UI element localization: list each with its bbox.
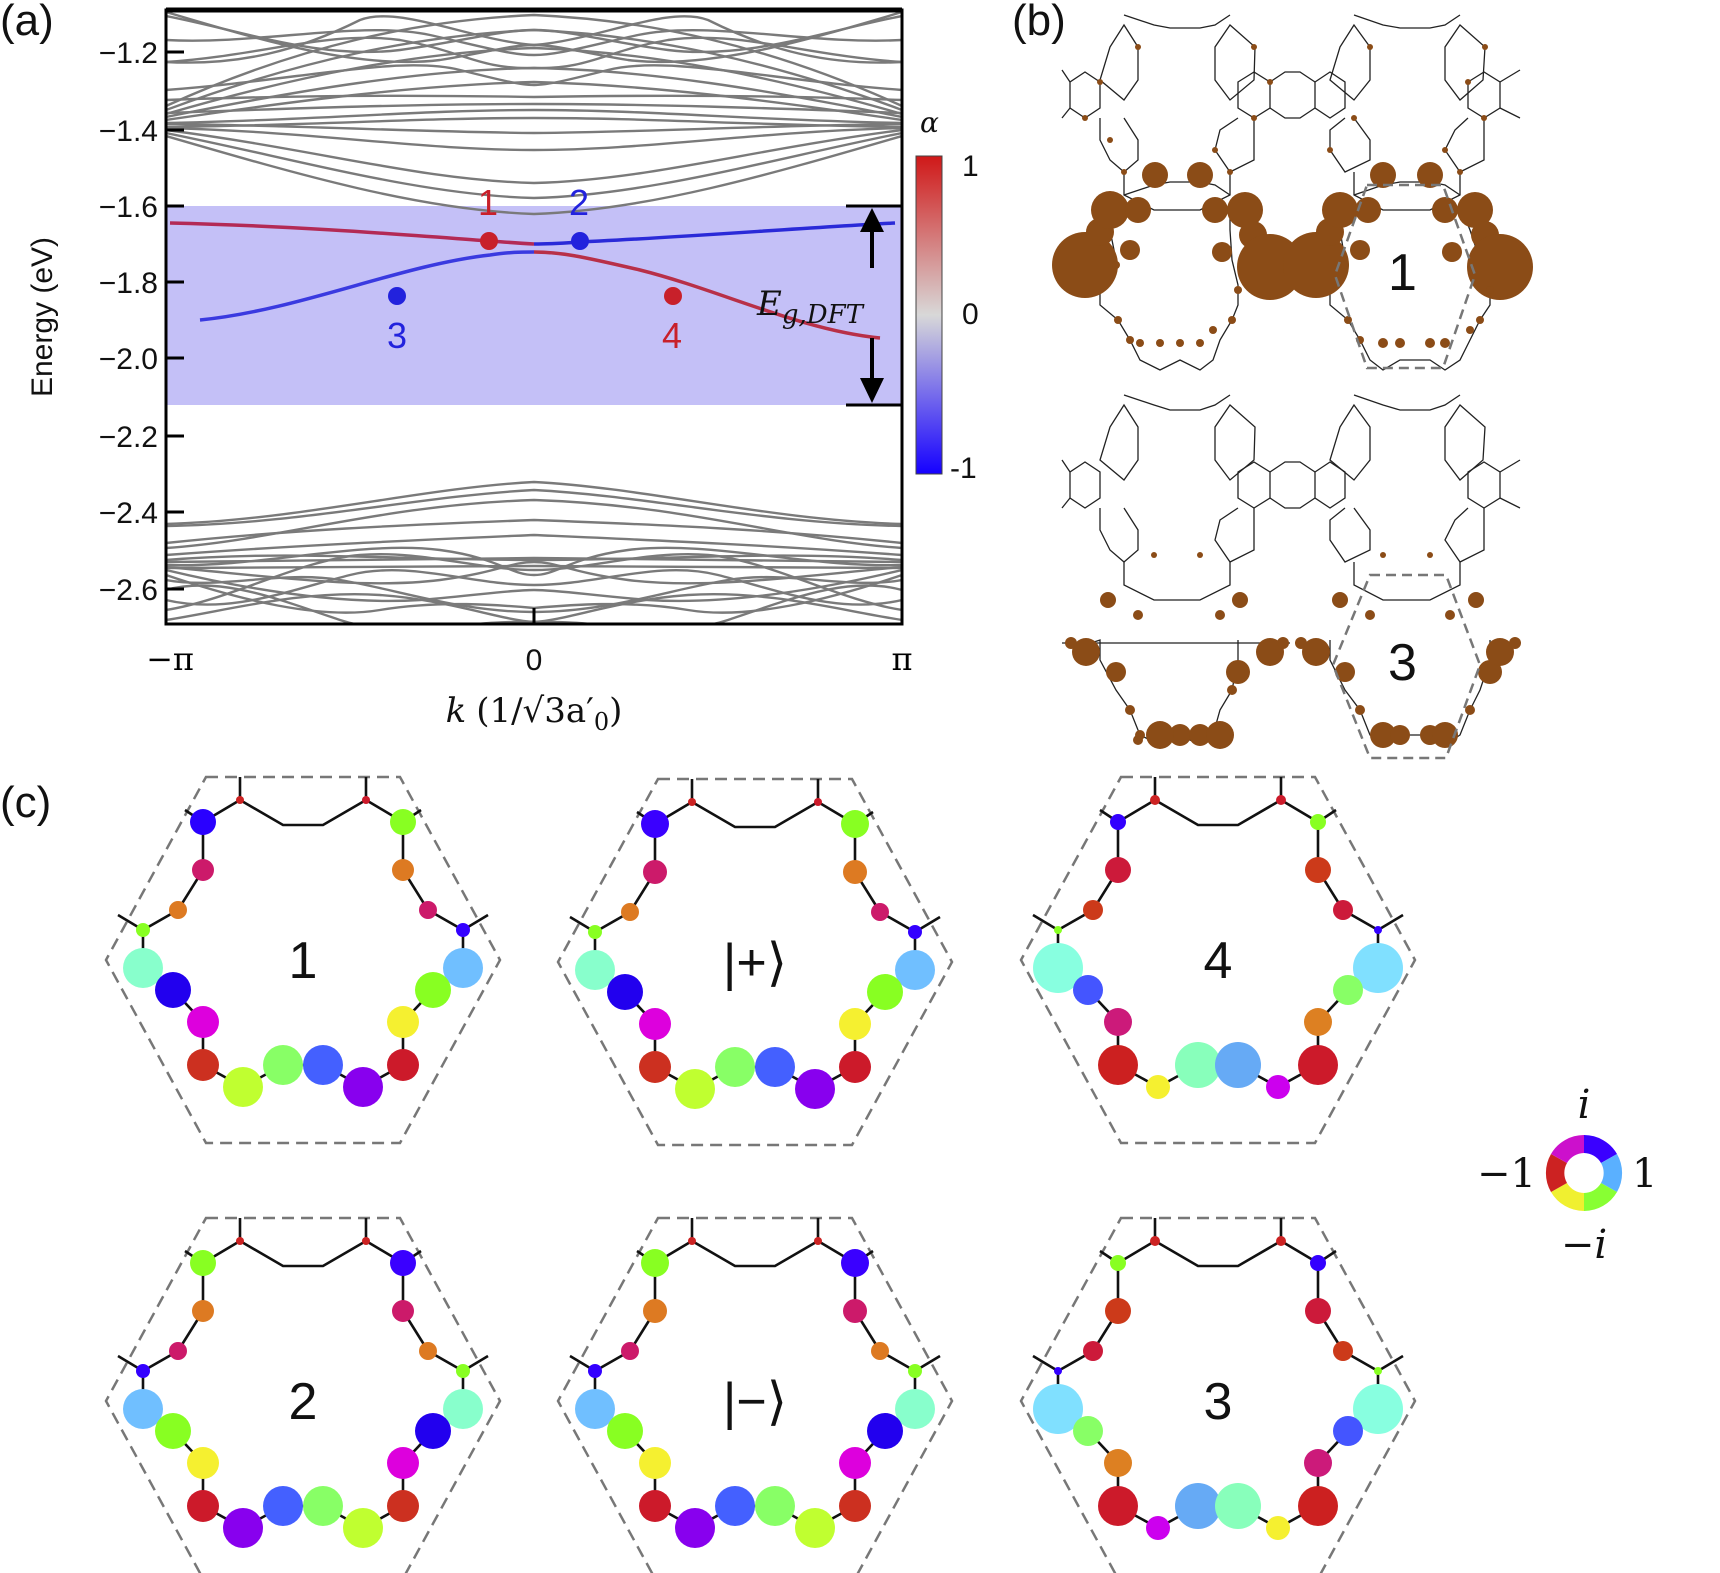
density-dots-state-1 [1052,44,1533,348]
lattice-label-state-3: 3 [1388,634,1417,692]
phase-cell-label-plus: |+⟩ [723,934,787,992]
colorbar-tick-top: 1 [962,150,979,183]
phase-color-wheel [1545,1134,1623,1212]
svg-text:0: 0 [526,644,543,677]
panel-a-label: (a) [0,0,54,45]
svg-text:−π: −π [146,640,194,678]
lattice-label-state-1: 1 [1388,244,1417,302]
band-structure-plot: 1 2 3 4 Eg,DFT −1.2 −1.4 −1.6 −1.8 −2.0 … [26,7,979,736]
phase-legend-bottom: −i [1561,1222,1607,1268]
phase-cell-4: 4 [1019,775,1417,1145]
unit-cell-outline-state-1 [1333,183,1477,370]
lattice-state-3 [1061,394,1521,746]
phase-cell-label-4: 4 [1204,932,1233,990]
alpha-colorbar [915,155,943,475]
gap-label: Eg,DFT [756,284,865,330]
y-axis-tick-labels: −1.2 −1.4 −1.6 −1.8 −2.0 −2.2 −2.4 −2.6 [99,37,158,607]
phase-cell-1: 1 [104,775,502,1145]
svg-text:−2.6: −2.6 [99,574,158,607]
panel-c-label: (c) [0,778,52,827]
marker-label-2: 2 [569,182,589,223]
phase-cell-minus: |−⟩ [556,1216,954,1573]
marker-label-1: 1 [478,182,498,223]
y-axis-ticks [166,50,536,624]
marker-3 [388,287,406,305]
phase-legend-right: 1 [1632,1151,1657,1197]
svg-text:−1.8: −1.8 [99,267,158,300]
phase-cell-label-2: 2 [289,1373,318,1431]
svg-text:−2.0: −2.0 [99,343,158,376]
phase-cell-3: 3 [1019,1216,1417,1573]
edge-state-bands [169,221,896,340]
phase-cell-label-3: 3 [1204,1373,1233,1431]
colorbar-title: α [920,106,939,139]
svg-text:π: π [891,640,912,678]
x-axis-title: k (1/√3a′0) [446,691,623,736]
phase-cell-label-1: 1 [289,932,318,990]
colorbar-tick-mid: 0 [962,298,979,331]
unit-cell-outline-state-3 [1331,573,1482,760]
marker-label-4: 4 [662,315,682,356]
lattice-state-1 [1061,14,1521,371]
bulk-bands [166,10,902,624]
phase-legend-top: i [1578,1082,1591,1128]
marker-label-3: 3 [387,315,407,356]
phase-cell-2: 2 [104,1216,502,1573]
y-axis-title: Energy (eV) [26,237,59,397]
svg-text:−1.2: −1.2 [99,37,158,70]
marker-4 [664,287,682,305]
phase-color-wheel-legend: i −i −1 1 [1477,1082,1657,1268]
marker-2 [571,232,589,250]
svg-text:−1.6: −1.6 [99,191,158,224]
phase-cell-label-minus: |−⟩ [723,1373,787,1431]
panel-b-label: (b) [1012,0,1066,45]
colorbar-tick-bottom: -1 [950,452,977,485]
svg-text:−2.4: −2.4 [99,497,158,530]
svg-text:−2.2: −2.2 [99,421,158,454]
marker-1 [480,232,498,250]
phase-cell-plus: |+⟩ [556,777,954,1147]
density-dots-state-3 [1065,552,1521,749]
gap-band-shading [166,206,902,405]
phase-legend-left: −1 [1477,1151,1536,1197]
svg-text:−1.4: −1.4 [99,115,158,148]
x-axis-tick-labels: −π 0 π [146,640,912,678]
